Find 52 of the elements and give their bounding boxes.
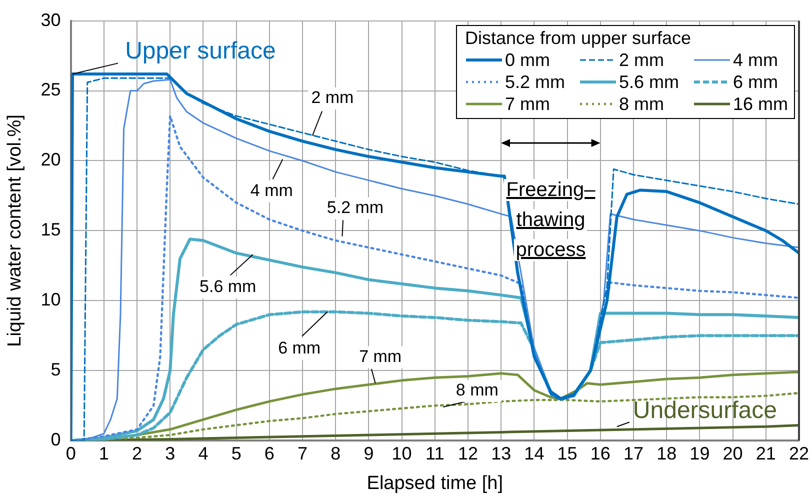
x-tick-label: 9 — [364, 443, 374, 464]
x-tick-label: 4 — [198, 443, 208, 464]
y-tick-label: 25 — [40, 80, 61, 100]
x-tick-label: 2 — [132, 443, 142, 464]
annotation: 6 mm — [278, 338, 321, 358]
annotation: Undersurface — [632, 397, 777, 424]
x-tick-label: 1 — [98, 443, 109, 464]
legend-label: 8 mm — [618, 94, 664, 115]
annotation: Upper surface — [125, 38, 276, 65]
y-tick-label: 30 — [40, 10, 61, 30]
legend-label: 4 mm — [732, 50, 778, 71]
x-tick-label: 12 — [458, 443, 478, 464]
x-tick-label: 10 — [392, 443, 412, 464]
legend-label: 5.2 mm — [504, 72, 565, 93]
x-tick-label: 19 — [690, 443, 710, 464]
x-tick-label: 21 — [756, 443, 776, 464]
x-tick-label: 20 — [722, 443, 743, 464]
x-tick-label: 13 — [491, 443, 512, 464]
annotation: 5.2 mm — [326, 198, 384, 217]
legend-label: 5.6 mm — [618, 72, 679, 93]
y-axis-title: Liquid water content [vol.%] — [4, 114, 26, 347]
x-tick-label: 7 — [298, 443, 308, 464]
x-tick-label: 18 — [656, 443, 677, 464]
x-tick-label: 0 — [66, 443, 76, 464]
y-tick-label: 5 — [50, 360, 61, 380]
annotation: 2 mm — [311, 88, 354, 108]
x-tick-label: 17 — [623, 443, 644, 464]
annotation: 8 mm — [456, 380, 498, 400]
y-tick-label: 0 — [50, 430, 61, 450]
annotation: Freezing–thawing process — [505, 178, 596, 261]
x-tick-label: 8 — [330, 443, 341, 464]
legend-label: 7 mm — [504, 94, 550, 115]
x-tick-label: 14 — [524, 443, 544, 464]
y-tick-label: 20 — [40, 150, 61, 170]
x-tick-label: 3 — [165, 443, 176, 464]
annotation: 4 mm — [250, 181, 293, 200]
legend-label: 6 mm — [732, 72, 778, 93]
annotation: 7 mm — [359, 346, 402, 366]
x-tick-label: 15 — [557, 443, 578, 464]
y-tick-label: 10 — [40, 290, 61, 310]
legend-label: 0 mm — [504, 50, 550, 71]
x-tick-label: 11 — [426, 443, 444, 464]
y-tick-label: 15 — [40, 220, 61, 240]
x-tick-label: 16 — [590, 443, 610, 464]
legend-title: Distance from upper surface — [464, 28, 692, 49]
legend-label: 2 mm — [618, 50, 664, 71]
annotation: 5.6 mm — [200, 277, 256, 296]
x-tick-label: 6 — [264, 443, 274, 464]
x-tick-label: 5 — [231, 443, 242, 464]
x-axis-title: Elapsed time [h] — [366, 472, 504, 494]
x-tick-label: 22 — [788, 443, 810, 464]
legend-label: 16 mm — [732, 94, 788, 115]
